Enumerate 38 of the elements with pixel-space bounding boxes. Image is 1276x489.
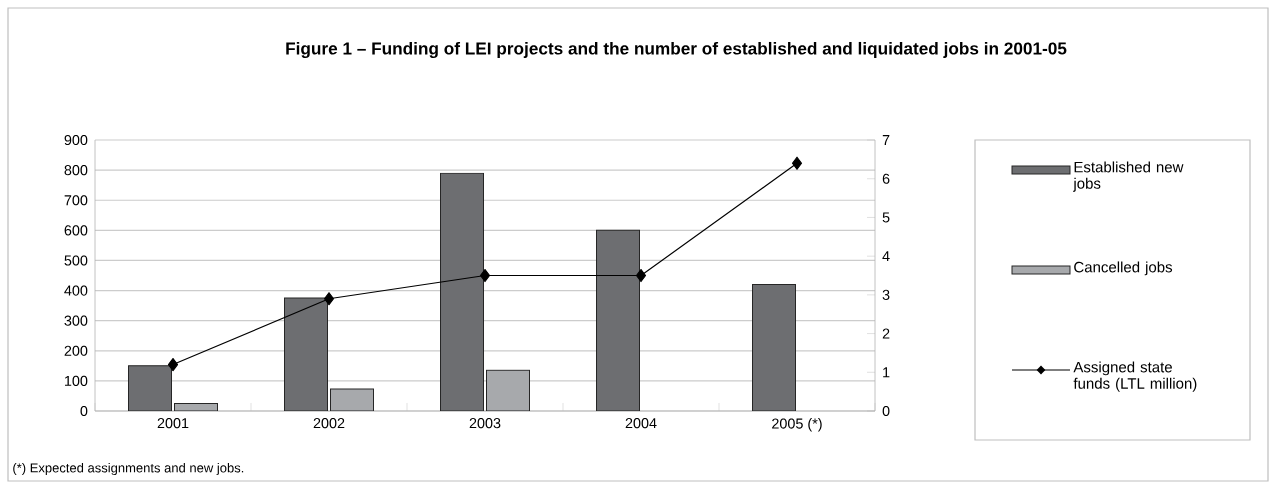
point xyxy=(635,268,647,283)
bar xyxy=(440,172,484,411)
y-tick-label: 300 xyxy=(64,315,88,326)
x-tick-label: 2004 xyxy=(625,418,657,429)
point xyxy=(479,268,491,283)
y2-tick-label: 0 xyxy=(882,405,890,417)
chart-title: Figure 1 – Funding of LEI projects and the number of established and liquidated jobs in 2001-05 xyxy=(286,41,1067,59)
text: (*) Expected assignments and new jobs. xyxy=(13,462,244,476)
y-tick-label: 600 xyxy=(64,225,88,236)
bar xyxy=(752,284,797,411)
bar xyxy=(284,297,329,411)
point xyxy=(167,357,179,372)
y2-tick-label: 6 xyxy=(882,173,890,184)
y-tick-label: 900 xyxy=(64,134,88,146)
y-tick-label: 700 xyxy=(64,195,88,206)
y-tick-label: 0 xyxy=(80,405,88,417)
y-tick-label: 200 xyxy=(64,345,88,356)
bar xyxy=(128,365,172,411)
legend-label: Assigned state funds (LTL million) xyxy=(1073,361,1197,392)
legend-label: Cancelled jobs xyxy=(1074,261,1173,276)
y-tick-label: 500 xyxy=(64,255,88,266)
x-tick-label: 2005 (*) xyxy=(772,418,822,432)
x-tick-label: 2001 xyxy=(157,418,189,429)
y-tick-label: 800 xyxy=(64,165,88,176)
x-tick-label: 2002 xyxy=(313,418,345,429)
y2-tick-label: 4 xyxy=(882,251,890,262)
y2-tick-label: 5 xyxy=(882,212,890,223)
y-tick-label: 100 xyxy=(65,375,88,386)
bar xyxy=(596,229,640,411)
y-tick-label: 400 xyxy=(64,285,88,296)
point xyxy=(791,156,803,170)
y2-tick-label: 7 xyxy=(882,135,890,145)
y2-tick-label: 1 xyxy=(883,367,890,378)
legend-label: Established new jobs xyxy=(1073,161,1184,192)
x-tick-label: 2003 xyxy=(469,418,501,429)
y2-tick-label: 3 xyxy=(882,289,890,300)
point xyxy=(323,292,335,306)
y2-tick-label: 2 xyxy=(882,328,890,339)
